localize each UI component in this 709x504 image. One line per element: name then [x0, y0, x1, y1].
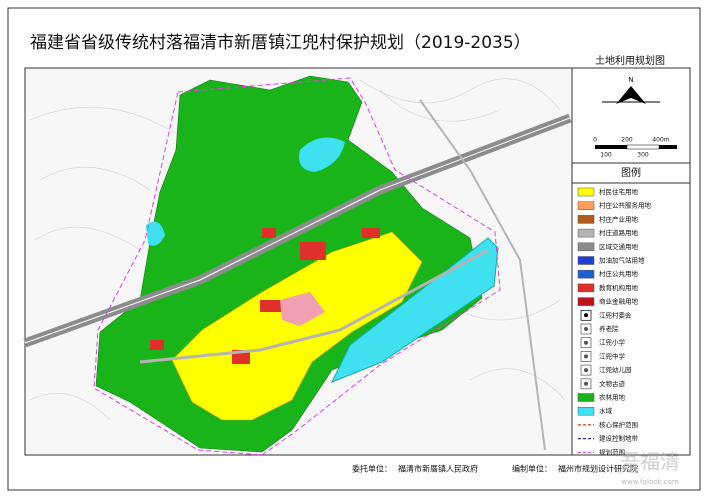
legend-label: 江兜村委会 — [599, 310, 632, 319]
legend-swatch — [577, 215, 595, 224]
maker: 福州市规划设计研究院 — [558, 464, 638, 474]
outer-frame — [7, 7, 701, 491]
legend-label: 文物古迹 — [599, 379, 626, 388]
legend-label: 核心保护范围 — [599, 420, 638, 429]
subtitle: 土地利用规划图 — [595, 54, 665, 67]
pink-plot — [280, 292, 325, 326]
legend-label: 村庄公共用地 — [599, 269, 639, 278]
legend-items: 村民住宅用地村庄公共服务用地村庄产业用地村庄道路用地区域交通用地加油加气站用地村… — [577, 187, 652, 456]
watermark: 吾福清 — [620, 450, 680, 474]
legend-label: 商业金融用地 — [599, 297, 639, 306]
road — [419, 99, 546, 451]
highway-edge — [24, 117, 571, 344]
legend-icon-dot — [584, 368, 588, 373]
north-label: N — [628, 76, 633, 84]
legend-swatch — [577, 283, 595, 293]
public-plots — [150, 228, 380, 364]
legend-swatch — [577, 393, 595, 402]
road — [139, 248, 489, 364]
client-label: 委托单位： — [352, 464, 392, 474]
residential — [171, 231, 423, 421]
legend-swatch — [577, 187, 595, 197]
scale-label: 300 — [637, 152, 649, 159]
lake — [299, 137, 345, 172]
legend-icon-dot — [584, 381, 588, 386]
legend-icon-dot — [584, 354, 588, 359]
legend-label: 江兜中学 — [599, 351, 626, 360]
legend-label: 村民住宅用地 — [599, 187, 639, 196]
scale-bar: 0 200 400m 100 300 — [593, 137, 677, 159]
legend-label: 区域交通用地 — [599, 242, 639, 251]
pond — [146, 221, 165, 246]
scale-label: 100 — [600, 152, 612, 159]
legend-swatch — [577, 242, 595, 252]
legend-label: 规划范围 — [599, 447, 625, 456]
scale-label: 200 — [621, 137, 633, 144]
scale-label: 400m — [652, 137, 669, 144]
legend-label: 建设控制地带 — [599, 434, 639, 443]
legend-swatch — [577, 297, 595, 306]
legend-swatch — [577, 201, 595, 210]
legend-icon-dot — [584, 340, 588, 345]
legend-label: 村庄产业用地 — [599, 214, 639, 223]
legend-panel: N 0 200 400m 100 300 图例 村民住宅用地村庄公共服务用地村庄… — [571, 67, 691, 456]
legend-label: 水域 — [599, 406, 613, 415]
watermark-url: www.fqlook.com — [621, 478, 679, 486]
legend-swatch — [577, 228, 595, 238]
title: 福建省省级传统村落福清市新厝镇江兜村保护规划（2019-2035） — [30, 33, 531, 53]
legend-icon-dot — [584, 313, 588, 318]
legend-label: 加油加气站用地 — [599, 256, 645, 265]
map — [23, 67, 573, 456]
legend-swatch — [577, 406, 595, 416]
client: 福清市新厝镇人民政府 — [398, 464, 478, 474]
legend-title: 图例 — [621, 166, 641, 179]
legend-label: 养老院 — [599, 324, 619, 333]
legend-label: 村庄公共服务用地 — [599, 201, 652, 210]
legend-label: 教育机构用地 — [599, 283, 639, 292]
legend-label: 村庄道路用地 — [599, 228, 639, 237]
legend-icon-dot — [584, 327, 588, 331]
legend-label: 农林用地 — [599, 393, 626, 402]
legend-swatch — [577, 269, 595, 279]
north-arrow — [616, 86, 646, 104]
scale-label: 0 — [593, 137, 597, 144]
water-strip — [330, 237, 499, 383]
legend-label: 江兜小学 — [599, 338, 626, 347]
maker-label: 编制单位： — [512, 464, 552, 474]
legend-swatch — [577, 256, 595, 265]
legend-label: 江兜幼儿园 — [599, 365, 632, 374]
